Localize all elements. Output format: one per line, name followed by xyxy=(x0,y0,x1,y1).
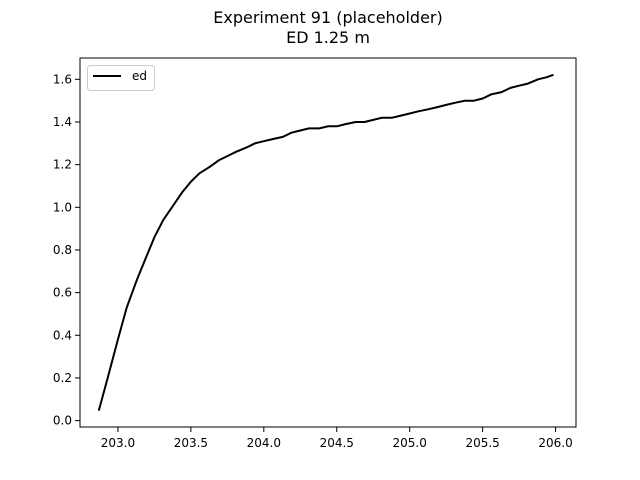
y-tick-label: 1.2 xyxy=(53,158,72,172)
x-tick-label: 203.5 xyxy=(174,436,208,450)
y-tick-label: 1.0 xyxy=(53,200,72,214)
series-line-ed xyxy=(98,74,554,411)
x-tick-label: 206.0 xyxy=(538,436,572,450)
legend-label: ed xyxy=(132,69,147,83)
x-tick-label: 204.0 xyxy=(247,436,281,450)
x-axis-ticks: 203.0 203.5 204.0 204.5 205.0 205.5 206.0 xyxy=(101,427,573,450)
x-tick-label: 205.5 xyxy=(465,436,499,450)
y-tick-label: 0.0 xyxy=(53,414,72,428)
y-axis-ticks: 0.0 0.2 0.4 0.6 0.8 1.0 1.2 1.4 1.6 xyxy=(53,72,80,428)
y-tick-label: 0.4 xyxy=(53,328,72,342)
legend: ed xyxy=(87,65,155,91)
y-tick-label: 1.6 xyxy=(53,72,72,86)
chart-subtitle: ED 1.25 m xyxy=(286,28,370,47)
chart-title: Experiment 91 (placeholder) xyxy=(213,8,443,27)
y-tick-label: 0.2 xyxy=(53,371,72,385)
legend-box xyxy=(87,65,155,91)
x-tick-label: 204.5 xyxy=(320,436,354,450)
x-tick-label: 203.0 xyxy=(101,436,135,450)
y-tick-label: 0.8 xyxy=(53,243,72,257)
y-tick-label: 0.6 xyxy=(53,286,72,300)
plot-lines xyxy=(98,74,554,411)
y-tick-label: 1.4 xyxy=(53,115,72,129)
plot-frame xyxy=(79,57,577,428)
x-tick-label: 205.0 xyxy=(393,436,427,450)
chart-title-block: Experiment 91 (placeholder) ED 1.25 m xyxy=(80,8,576,48)
